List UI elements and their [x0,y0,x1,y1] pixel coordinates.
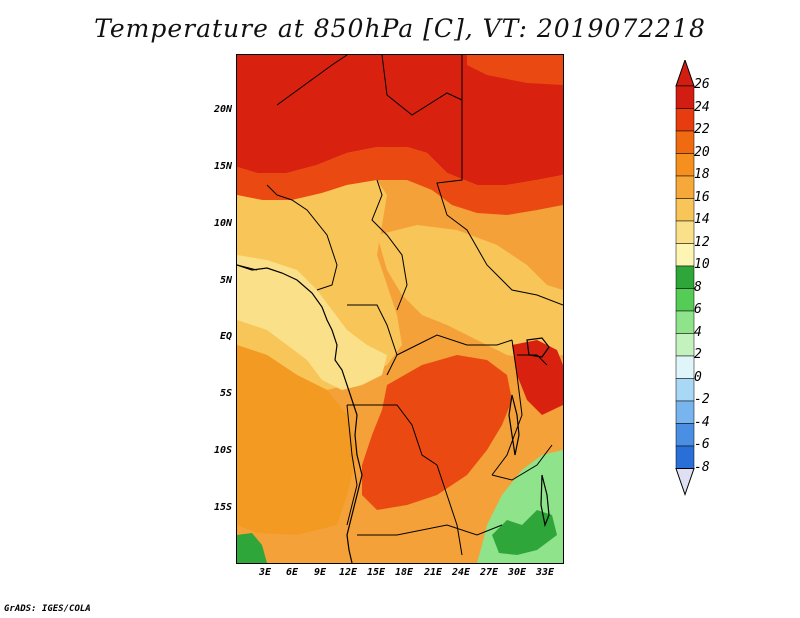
lon-label-33e: 33E [535,567,555,578]
colorbar-label: 24 [694,99,710,115]
lat-label-5n: 5N [219,275,232,286]
lon-label-3e: 3E [258,567,272,578]
colorbar-label: -6 [694,437,710,452]
colorbar-cell [675,265,695,289]
lon-label-21e: 21E [423,567,443,578]
lake-malawi [540,474,550,528]
colorbar-label: 12 [694,234,710,250]
colorbar-label: 2 [694,347,702,362]
lake-victoria [526,337,550,358]
country-borders [237,55,563,556]
very-warm-band-north [237,147,563,215]
colorbar-cell [675,243,695,267]
lon-label-12e: 12E [338,567,358,578]
hot-spot-east [512,340,563,415]
orange-top-streak [467,55,563,85]
lon-label-24e: 24E [451,567,471,578]
temperature-map [236,54,564,564]
grads-credit: GrADS: IGES/COLA [4,604,91,614]
lat-label-eq: EQ [219,331,232,342]
lon-label-9e: 9E [313,567,327,578]
lake-tanganyika [508,394,520,456]
cool-region-west [237,255,387,390]
colorbar-cell [675,130,695,154]
colorbar-label: -2 [694,392,710,407]
colorbar-label: 14 [694,212,710,227]
lat-label-15s: 15S [213,502,232,513]
colorbar-label: 26 [694,77,710,92]
colorbar-top-arrow [675,60,695,87]
colorbar-cell [675,310,695,334]
colorbar-label: 0 [694,369,702,385]
map-svg [237,55,563,563]
colorbar-label: 16 [694,189,710,205]
colorbar-label: 18 [694,167,710,182]
colorbar-cell [675,175,695,199]
coastline-west [237,264,363,563]
lon-label-27e: 27E [479,567,499,578]
deep-green-patches [492,510,557,555]
colorbar-label: 8 [694,279,702,295]
colorbar-label: 22 [694,122,710,137]
colorbar-label: 4 [694,324,702,340]
hot-region-north [237,55,563,185]
colorbar-label: -4 [694,414,710,430]
map-title: Temperature at 850hPa [C], VT: 201907221… [94,14,706,43]
lat-label-20n: 20N [213,104,232,115]
colorbar-cell [675,378,695,402]
colorbar-cell [675,355,695,379]
colorbar-label: 6 [694,302,702,317]
colorbar-cell [675,288,695,312]
colorbar-cell [675,333,695,357]
lon-label-6e: 6E [285,567,299,578]
lat-label-10n: 10N [213,218,232,229]
mild-region-central [377,225,563,360]
colorbar-bottom-arrow [675,468,695,497]
lat-label-5s: 5S [219,388,232,399]
colorbar-label: 20 [694,144,710,160]
colorbar-cell [675,220,695,244]
warm-region-southwest [237,345,357,535]
lat-label-15n: 15N [213,161,232,172]
colorbar [675,60,695,497]
colorbar-cell [675,198,695,222]
deep-green-southwest [237,533,267,563]
colorbar-cell [675,400,695,424]
very-warm-region-south [362,355,512,510]
colorbar-cell [675,85,695,109]
colorbar-cell [675,108,695,132]
colorbar-cell [675,423,695,447]
colorbar-label: -8 [694,459,710,475]
lon-label-15e: 15E [366,567,386,578]
colorbar-cell [675,153,695,177]
colorbar-cell [675,445,695,469]
lat-label-10s: 10S [213,445,232,456]
lon-label-30e: 30E [507,567,527,578]
colorbar-label: 10 [694,257,710,272]
lon-label-18e: 18E [394,567,414,578]
